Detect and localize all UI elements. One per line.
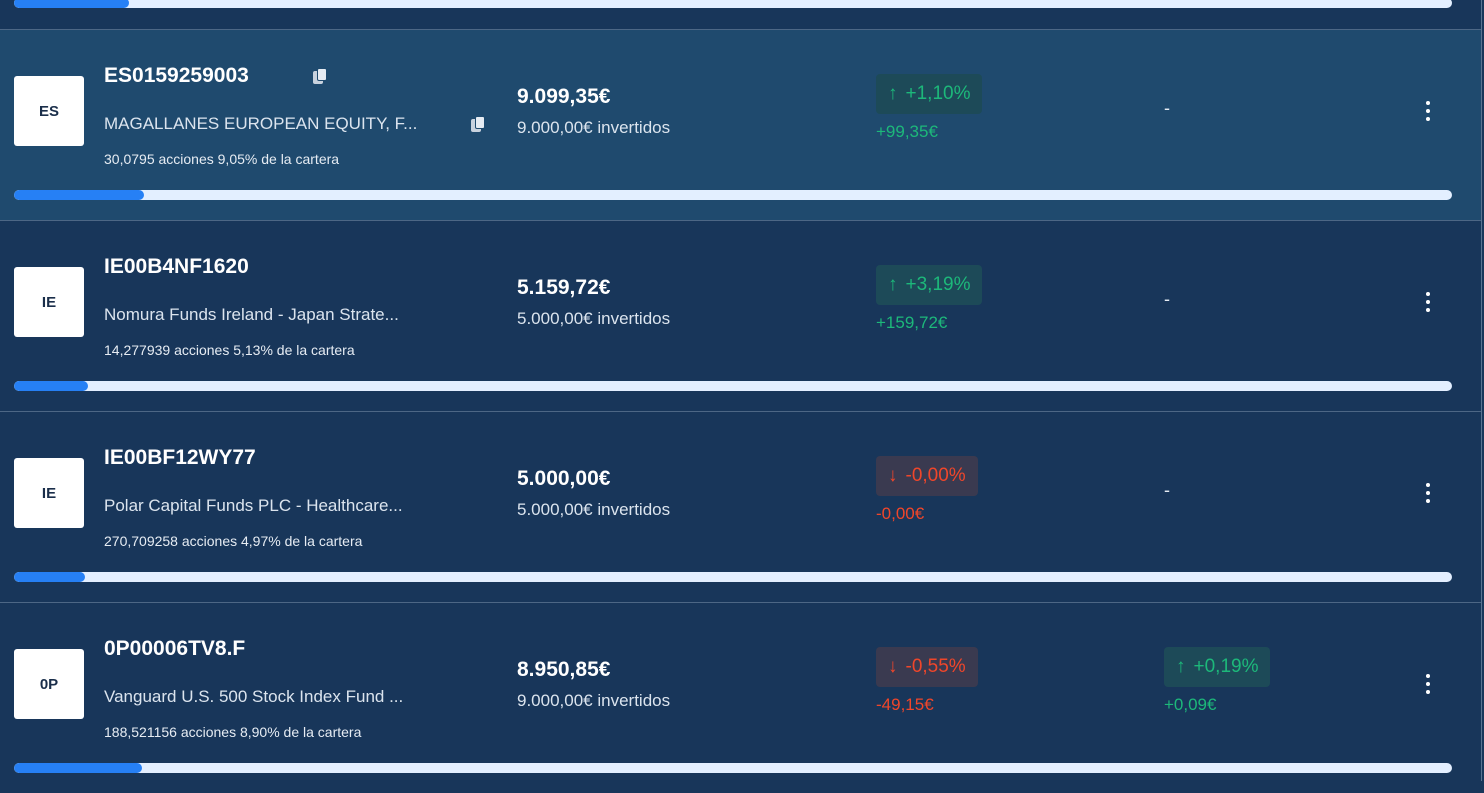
holding-row[interactable]: IE IE00BF12WY77 Polar Capital Funds PLC … [0, 411, 1481, 602]
more-options-icon[interactable] [1420, 671, 1436, 697]
progress-fill [14, 381, 88, 391]
shares-info: 270,709258 acciones 4,97% de la cartera [104, 533, 363, 549]
isin: IE00BF12WY77 [104, 446, 256, 469]
isin: 0P00006TV8.F [104, 637, 246, 660]
more-options-icon[interactable] [1420, 98, 1436, 124]
fund-name: Vanguard U.S. 500 Stock Index Fund ... [104, 687, 404, 706]
day-change-badge: ↑ +0,19% [1164, 647, 1271, 687]
shares-info: 30,0795 acciones 9,05% de la cartera [104, 151, 340, 167]
current-value: 9.099,35€ [517, 85, 611, 108]
total-change-badge: ↑ +1,10% [876, 74, 983, 114]
holding-row[interactable]: 0P 0P00006TV8.F Vanguard U.S. 500 Stock … [0, 602, 1481, 793]
change-amount: -0,00€ [876, 504, 925, 523]
isin: ES0159259003 [104, 64, 249, 87]
shares-info: 14,277939 acciones 5,13% de la cartera [104, 342, 355, 358]
invested-amount: 5.000,00€ invertidos [517, 309, 671, 328]
shares-info: 188,521156 acciones 8,90% de la cartera [104, 724, 362, 740]
previous-holding-progress [14, 0, 1452, 8]
day-change-percent: +0,19% [1193, 656, 1259, 677]
fund-name: Polar Capital Funds PLC - Healthcare... [104, 496, 403, 515]
fund-logo: ES [14, 76, 84, 146]
change-percent: +3,19% [905, 274, 971, 295]
arrow-up-icon: ↑ [888, 274, 898, 295]
progress-fill [14, 763, 142, 773]
total-change-badge: ↑ +3,19% [876, 265, 983, 305]
arrow-down-icon: ↓ [888, 656, 898, 677]
current-value: 8.950,85€ [517, 658, 611, 681]
arrow-down-icon: ↓ [888, 465, 898, 486]
fund-name: Nomura Funds Ireland - Japan Strate... [104, 305, 399, 324]
copy-name-icon[interactable] [471, 116, 485, 132]
portfolio-share-bar [14, 190, 1452, 200]
total-change-badge: ↓ -0,55% [876, 647, 978, 687]
total-change-badge: ↓ -0,00% [876, 456, 978, 496]
day-change-empty: - [1164, 98, 1170, 118]
change-percent: +1,10% [905, 83, 971, 104]
more-options-icon[interactable] [1420, 480, 1436, 506]
holding-row[interactable]: IE IE00B4NF1620 Nomura Funds Ireland - J… [0, 220, 1481, 411]
change-percent: -0,00% [905, 465, 966, 486]
day-change-empty: - [1164, 289, 1170, 309]
portfolio-share-bar [14, 572, 1452, 582]
progress-fill [14, 190, 145, 200]
fund-logo: IE [14, 267, 84, 337]
isin: IE00B4NF1620 [104, 255, 249, 278]
more-options-icon[interactable] [1420, 289, 1436, 315]
progress-fill [14, 572, 86, 582]
current-value: 5.000,00€ [517, 467, 611, 490]
scrollbar[interactable] [1481, 0, 1484, 781]
fund-logo: IE [14, 458, 84, 528]
invested-amount: 9.000,00€ invertidos [517, 118, 671, 137]
change-percent: -0,55% [905, 656, 966, 677]
progress-fill [14, 0, 130, 8]
invested-amount: 5.000,00€ invertidos [517, 500, 671, 519]
day-change-empty: - [1164, 480, 1170, 500]
change-amount: +99,35€ [876, 122, 938, 141]
copy-isin-icon[interactable] [313, 68, 327, 84]
arrow-up-icon: ↑ [1176, 656, 1186, 677]
portfolio-share-bar [14, 381, 1452, 391]
portfolio-share-bar [14, 763, 1452, 773]
fund-name: MAGALLANES EUROPEAN EQUITY, F... [104, 114, 418, 133]
fund-logo: 0P [14, 649, 84, 719]
current-value: 5.159,72€ [517, 276, 611, 299]
day-change-amount: +0,09€ [1164, 695, 1217, 714]
invested-amount: 9.000,00€ invertidos [517, 691, 671, 710]
change-amount: -49,15€ [876, 695, 934, 714]
holding-row[interactable]: ES ES0159259003 MAGALLANES EUROPEAN EQUI… [0, 29, 1481, 220]
change-amount: +159,72€ [876, 313, 948, 332]
arrow-up-icon: ↑ [888, 83, 898, 104]
